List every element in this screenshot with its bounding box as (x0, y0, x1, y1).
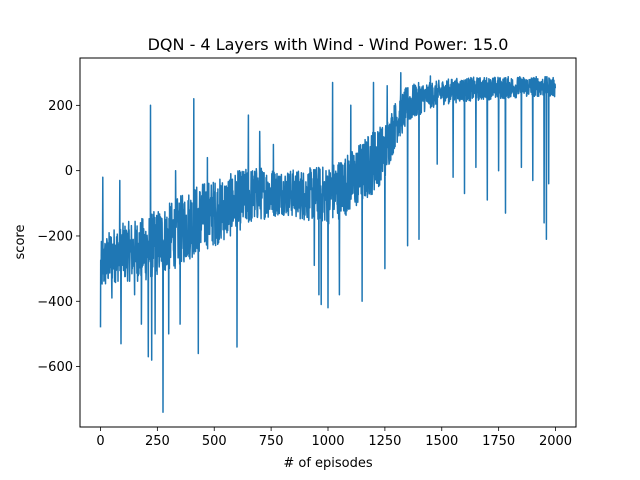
x-axis: 0 250 500 750 1000 1250 1500 1750 2000 (96, 427, 572, 449)
plot-area (99, 71, 557, 414)
y-tick-label: 0 (65, 164, 73, 179)
y-axis-label: score (13, 225, 28, 260)
y-axis: −600 −400 −200 0 200 (37, 99, 80, 375)
y-tick-label: −400 (37, 295, 73, 310)
chart-title: DQN - 4 Layers with Wind - Wind Power: 1… (148, 35, 509, 54)
x-tick-label: 1750 (482, 434, 515, 449)
x-tick-label: 2000 (539, 434, 572, 449)
score-series-line (99, 71, 557, 414)
x-tick-label: 1500 (425, 434, 458, 449)
y-tick-label: −600 (37, 360, 73, 375)
y-tick-label: −200 (37, 229, 73, 244)
x-tick-label: 1250 (368, 434, 401, 449)
y-tick-label: 200 (48, 99, 73, 114)
x-axis-label: # of episodes (283, 456, 373, 471)
x-tick-label: 750 (259, 434, 284, 449)
x-tick-label: 1000 (311, 434, 344, 449)
x-tick-label: 250 (145, 434, 170, 449)
x-tick-label: 500 (202, 434, 227, 449)
x-tick-label: 0 (96, 434, 104, 449)
